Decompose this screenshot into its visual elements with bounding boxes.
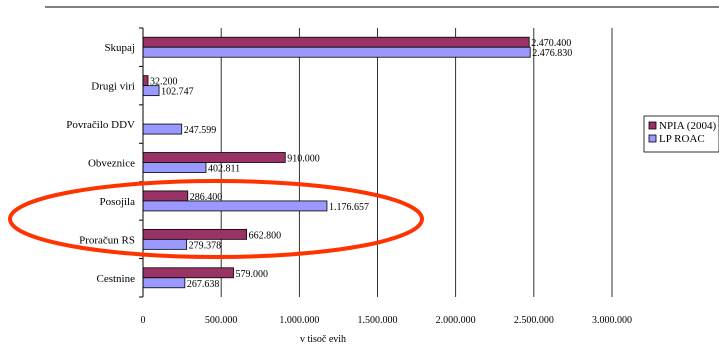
bar: [142, 36, 530, 48]
category-label: Posojila: [100, 196, 136, 208]
highlight-ellipse: [8, 179, 424, 259]
legend: NPIA (2004)LP ROAC: [643, 115, 719, 153]
bar: [142, 190, 189, 202]
legend-swatch: [648, 121, 657, 130]
legend-box: [643, 115, 719, 153]
x-tick-label: 500.000: [205, 315, 238, 326]
category-label: Skupaj: [104, 42, 135, 54]
bar: [142, 162, 207, 173]
legend-entry: NPIA (2004): [659, 120, 716, 132]
data-label: 910.000: [287, 154, 320, 165]
data-label: 579.000: [236, 269, 269, 280]
bar: [142, 152, 286, 163]
x-tick-label: 2.500.000: [514, 315, 554, 326]
bar: [142, 238, 188, 250]
category-label: Drugi viri: [91, 81, 135, 93]
category-label: Obveznice: [88, 158, 135, 170]
category-label: Povračilo DDV: [66, 119, 135, 131]
tick-labels: 0 500.000 1.000.000 1.500.000 2.000.000 2.500…: [141, 315, 633, 326]
data-label: 102.747: [161, 87, 194, 98]
bar: [142, 75, 149, 87]
data-label: 2.476.830: [532, 48, 572, 59]
data-label: 32.200: [150, 77, 178, 88]
bar: [142, 200, 328, 212]
data-label: 1.176.657: [329, 202, 369, 213]
bar: [142, 277, 186, 289]
bar: [142, 46, 531, 58]
x-tick-label: 0: [141, 315, 146, 326]
category-label: Proračun RS: [79, 234, 135, 246]
data-label: 286.400: [190, 192, 223, 203]
grid-lines: [220, 28, 613, 297]
x-axis-label: v tisoč evih: [300, 334, 346, 345]
x-tick-label: 3.000.000: [592, 315, 632, 326]
x-tick-label: 1.000.000: [279, 315, 319, 326]
legend-entry: LP ROAC: [659, 133, 705, 145]
data-label: 402.811: [208, 164, 240, 175]
data-label: 279.378: [189, 240, 222, 251]
highlight-ellipse-shape: [8, 179, 424, 259]
bar: [142, 267, 234, 279]
data-label: 2.470.400: [531, 38, 571, 49]
bar: [142, 228, 248, 240]
data-label: 662.800: [249, 230, 282, 241]
data-label: 267.638: [187, 279, 220, 290]
legend-swatch: [648, 134, 657, 143]
bar: [142, 123, 183, 135]
category-label: Cestnine: [97, 273, 136, 285]
x-tick-label: 2.000.000: [436, 315, 476, 326]
category-labels: Skupaj Drugi viri Povračilo DDV Obveznice Po…: [66, 42, 135, 285]
data-label: 247.599: [184, 125, 217, 136]
x-tick-label: 1.500.000: [358, 315, 398, 326]
axes: [139, 27, 144, 298]
